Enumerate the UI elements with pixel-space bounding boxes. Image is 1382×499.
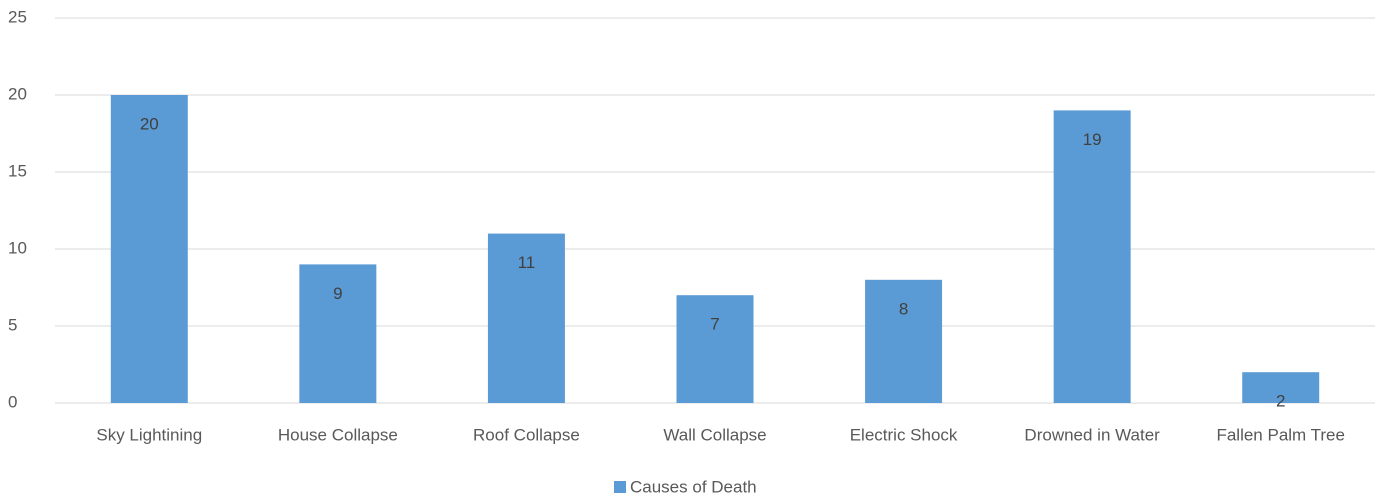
x-tick-label: Fallen Palm Tree [1216, 425, 1345, 444]
data-label: 9 [333, 284, 342, 303]
x-tick-label: House Collapse [278, 425, 398, 444]
x-tick-label: Sky Lightining [96, 425, 202, 444]
bar [1242, 372, 1320, 403]
data-label: 8 [899, 299, 908, 318]
legend-label: Causes of Death [630, 477, 757, 496]
bar [865, 279, 943, 403]
y-tick-label: 20 [8, 84, 27, 103]
y-tick-label: 15 [8, 161, 27, 180]
x-tick-label: Wall Collapse [663, 425, 766, 444]
data-label: 7 [710, 315, 719, 334]
y-tick-label: 10 [8, 238, 27, 257]
bar [110, 95, 188, 403]
y-tick-label: 25 [8, 7, 27, 26]
x-tick-label: Electric Shock [850, 425, 958, 444]
x-tick-label: Roof Collapse [473, 425, 580, 444]
data-label: 20 [140, 114, 159, 133]
data-label: 19 [1083, 130, 1102, 149]
data-label: 2 [1276, 392, 1285, 411]
bar [487, 233, 565, 403]
legend-swatch [614, 481, 626, 493]
data-label: 11 [518, 253, 536, 272]
y-tick-label: 5 [8, 315, 17, 334]
x-tick-label: Drowned in Water [1024, 425, 1160, 444]
bar [299, 264, 377, 403]
y-tick-label: 0 [8, 392, 17, 411]
bar [1053, 110, 1131, 404]
bar [676, 295, 754, 403]
